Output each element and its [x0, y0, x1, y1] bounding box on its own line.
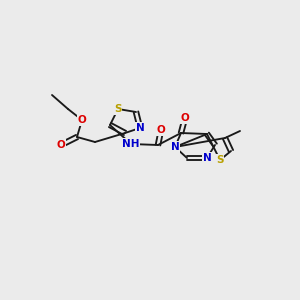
- Text: O: O: [181, 113, 189, 123]
- Text: O: O: [57, 140, 65, 150]
- Text: NH: NH: [122, 139, 140, 149]
- Text: O: O: [78, 115, 86, 125]
- Text: N: N: [171, 142, 179, 152]
- Text: S: S: [114, 104, 122, 114]
- Text: N: N: [202, 153, 211, 163]
- Text: O: O: [157, 125, 165, 135]
- Text: S: S: [216, 155, 224, 165]
- Text: N: N: [136, 123, 144, 133]
